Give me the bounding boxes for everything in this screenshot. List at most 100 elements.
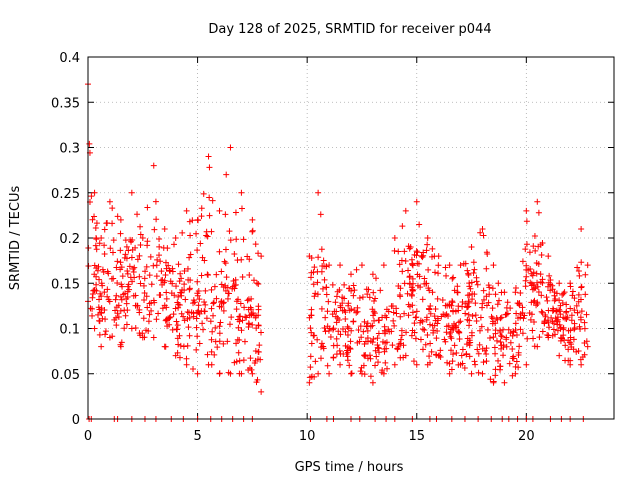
data-point: [417, 336, 424, 343]
data-point: [452, 308, 459, 315]
data-point: [398, 257, 405, 264]
data-point: [375, 330, 382, 337]
data-point: [184, 265, 191, 272]
data-point: [528, 280, 535, 287]
data-point: [354, 308, 361, 315]
data-point: [375, 359, 382, 366]
data-point: [185, 324, 192, 331]
data-point: [468, 329, 475, 336]
data-point: [434, 295, 441, 302]
data-point: [390, 309, 397, 316]
data-point: [391, 322, 398, 329]
data-point: [308, 329, 315, 336]
data-point: [109, 249, 116, 256]
data-point: [490, 262, 497, 269]
data-point: [450, 307, 457, 314]
data-point: [531, 319, 538, 326]
data-point: [345, 302, 352, 309]
data-point: [571, 320, 578, 327]
data-point: [443, 323, 450, 330]
data-point: [253, 325, 260, 332]
data-point: [557, 334, 564, 341]
data-point: [156, 252, 163, 259]
data-point: [465, 311, 472, 318]
data-point: [578, 283, 585, 290]
data-point: [470, 269, 477, 276]
data-point: [252, 357, 259, 364]
data-point: [446, 262, 453, 269]
data-point: [206, 164, 213, 171]
data-point: [513, 358, 520, 365]
data-point: [512, 320, 519, 327]
data-point: [220, 340, 227, 347]
data-point: [95, 304, 102, 311]
data-point: [505, 326, 512, 333]
data-point: [405, 312, 412, 319]
data-point: [189, 217, 196, 224]
data-point: [446, 330, 453, 337]
data-point: [397, 354, 404, 361]
data-point: [530, 298, 537, 305]
data-point: [238, 256, 245, 263]
data-point: [503, 336, 510, 343]
data-point: [211, 351, 218, 358]
data-point: [566, 339, 573, 346]
data-point: [125, 247, 132, 254]
data-point: [401, 310, 408, 317]
data-point: [194, 216, 201, 223]
data-point: [527, 266, 534, 273]
data-point: [312, 290, 319, 297]
data-point: [205, 361, 212, 368]
data-point: [538, 292, 545, 299]
data-point: [174, 322, 181, 329]
data-point: [136, 273, 143, 280]
x-tick-label: 5: [193, 429, 201, 444]
data-point: [489, 305, 496, 312]
data-point: [310, 332, 317, 339]
data-point: [380, 262, 387, 269]
data-point: [426, 321, 433, 328]
data-point: [507, 339, 514, 346]
data-point: [492, 350, 499, 357]
data-point: [336, 347, 343, 354]
data-point: [393, 305, 400, 312]
data-point: [337, 361, 344, 368]
data-point: [246, 272, 253, 279]
data-point: [308, 340, 315, 347]
data-point: [146, 300, 153, 307]
data-point: [128, 254, 135, 261]
data-point: [200, 190, 207, 197]
data-point: [581, 339, 588, 346]
data-point: [324, 323, 331, 330]
data-point: [433, 335, 440, 342]
data-point: [544, 331, 551, 338]
data-point: [480, 232, 487, 239]
data-point: [206, 212, 213, 219]
data-point: [157, 258, 164, 265]
data-point: [527, 316, 534, 323]
data-point: [545, 307, 552, 314]
data-point: [541, 318, 548, 325]
data-point: [252, 314, 259, 321]
data-point: [113, 292, 120, 299]
data-point: [546, 324, 553, 331]
data-point: [534, 283, 541, 290]
data-point: [578, 259, 585, 266]
data-point: [556, 352, 563, 359]
data-point: [544, 317, 551, 324]
data-point: [121, 325, 128, 332]
data-point: [497, 315, 504, 322]
data-point: [186, 286, 193, 293]
data-point: [137, 231, 144, 238]
data-point: [426, 306, 433, 313]
data-point: [208, 348, 215, 355]
data-point: [175, 341, 182, 348]
data-point: [404, 290, 411, 297]
data-point: [426, 353, 433, 360]
data-point: [348, 271, 354, 278]
data-point: [507, 305, 514, 312]
data-point: [98, 293, 105, 300]
data-point: [318, 246, 325, 253]
data-point: [314, 291, 321, 298]
data-point: [236, 357, 243, 364]
